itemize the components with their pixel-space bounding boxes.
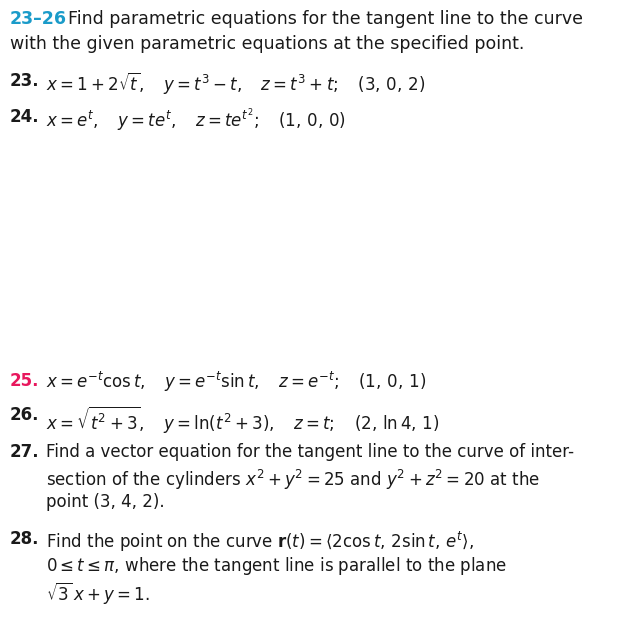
Text: 26.: 26. — [10, 406, 40, 424]
Text: 23.: 23. — [10, 72, 40, 90]
Text: $x = \sqrt{t^2 + 3},\quad y = \ln(t^2 + 3),\quad z = t;\quad (2,\, \ln 4,\, 1)$: $x = \sqrt{t^2 + 3},\quad y = \ln(t^2 + … — [46, 404, 440, 435]
Text: with the given parametric equations at the specified point.: with the given parametric equations at t… — [10, 35, 525, 53]
Text: Find parametric equations for the tangent line to the curve: Find parametric equations for the tangen… — [68, 10, 583, 28]
Text: section of the cylinders $x^2 + y^2 = 25$ and $y^2 + z^2 = 20$ at the: section of the cylinders $x^2 + y^2 = 25… — [46, 468, 540, 492]
Text: 23–26: 23–26 — [10, 10, 67, 28]
Text: 24.: 24. — [10, 108, 40, 126]
Text: 27.: 27. — [10, 443, 40, 461]
Text: $x = e^{-t}\cos t,\quad y = e^{-t}\sin t,\quad z = e^{-t};\quad (1,\, 0,\, 1)$: $x = e^{-t}\cos t,\quad y = e^{-t}\sin t… — [46, 370, 426, 394]
Text: $x = e^t,\quad y = te^t,\quad z = te^{t^2};\quad (1,\, 0,\, 0)$: $x = e^t,\quad y = te^t,\quad z = te^{t^… — [46, 106, 346, 134]
Text: 25.: 25. — [10, 372, 40, 390]
Text: Find a vector equation for the tangent line to the curve of inter-: Find a vector equation for the tangent l… — [46, 443, 574, 461]
Text: Find the point on the curve $\mathbf{r}(t) = \langle 2\cos t,\, 2\sin t,\, e^t\r: Find the point on the curve $\mathbf{r}(… — [46, 530, 474, 554]
Text: $x = 1 + 2\sqrt{t},\quad y = t^3 - t,\quad z = t^3 + t;\quad (3,\, 0,\, 2)$: $x = 1 + 2\sqrt{t},\quad y = t^3 - t,\qu… — [46, 70, 425, 96]
Text: $\sqrt{3}\, x + y = 1$.: $\sqrt{3}\, x + y = 1$. — [46, 580, 150, 606]
Text: point (3, 4, 2).: point (3, 4, 2). — [46, 493, 165, 511]
Text: $0 \leq t \leq \pi$, where the tangent line is parallel to the plane: $0 \leq t \leq \pi$, where the tangent l… — [46, 555, 507, 577]
Text: 28.: 28. — [10, 530, 40, 548]
